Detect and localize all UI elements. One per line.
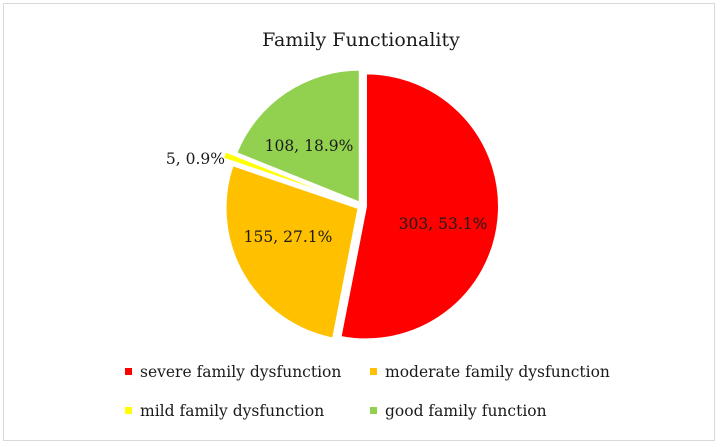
legend-label-mild: mild family dysfunction xyxy=(140,402,325,420)
data-label-severe: 303, 53.1% xyxy=(399,215,488,233)
legend-item-moderate: moderate family dysfunction xyxy=(370,363,610,381)
legend-label-moderate: moderate family dysfunction xyxy=(385,363,610,381)
data-label-mild: 5, 0.9% xyxy=(166,150,225,168)
legend-item-mild: mild family dysfunction xyxy=(125,402,324,420)
data-label-moderate: 155, 27.1% xyxy=(244,228,333,246)
pie-slice-moderate xyxy=(224,163,360,340)
pie-slice-severe xyxy=(339,72,500,341)
legend-item-severe: severe family dysfunction xyxy=(125,363,341,381)
legend-label-severe: severe family dysfunction xyxy=(140,363,342,381)
legend-swatch-mild xyxy=(125,406,132,414)
legend-swatch-severe xyxy=(125,367,132,375)
legend-item-good: good family function xyxy=(370,402,547,420)
pie-slice-good xyxy=(235,68,361,205)
data-label-good: 108, 18.9% xyxy=(265,137,354,155)
chart-title: Family Functionality xyxy=(262,29,460,51)
legend-swatch-good xyxy=(370,406,377,414)
pie-slice-mild xyxy=(221,150,350,203)
legend-label-good: good family function xyxy=(385,402,547,420)
legend-swatch-moderate xyxy=(370,367,377,375)
